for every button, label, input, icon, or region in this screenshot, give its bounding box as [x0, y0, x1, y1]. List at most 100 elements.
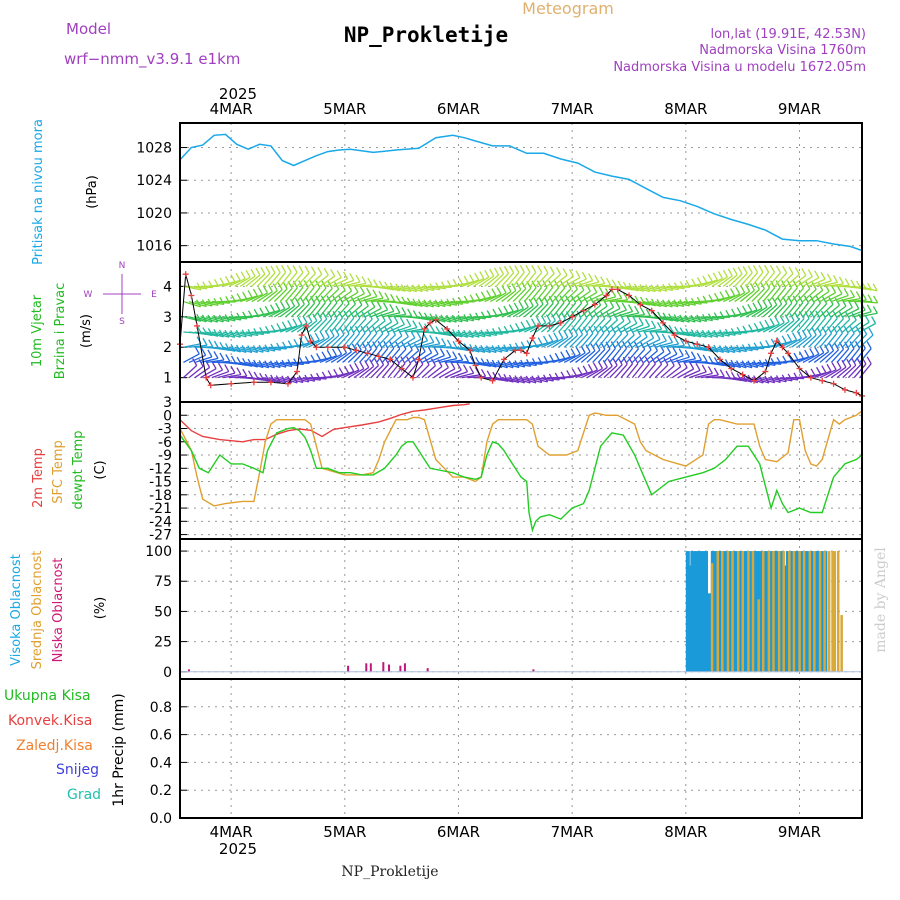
wind-barb-flag [868, 327, 874, 336]
wind-barb [512, 326, 531, 333]
compass-n: N [119, 261, 126, 271]
wind-barb-flag [764, 375, 770, 384]
wind-barb [507, 307, 524, 318]
wind-barb [683, 300, 702, 305]
wind-barb [376, 310, 395, 318]
wind-barb-flag [866, 304, 872, 313]
cloud-bar [744, 551, 749, 672]
wind-barb-flag [646, 342, 652, 351]
cloud-bar [721, 551, 724, 672]
wind-barb-flag [599, 325, 605, 334]
wind-barb [654, 285, 673, 292]
cloud-bar [690, 551, 695, 672]
wind-barb [353, 284, 372, 287]
wind-barb [620, 334, 635, 348]
wind-barb [456, 280, 474, 287]
wind-barb-flag [838, 311, 845, 320]
wind-barb-flag [781, 335, 787, 344]
wind-barb-flag [281, 321, 287, 330]
wind-barb [666, 300, 684, 308]
wind-barb [364, 332, 378, 348]
wind-barb [660, 285, 679, 291]
wind-barb [256, 291, 273, 303]
wind-barb-flag [230, 365, 236, 374]
wind-barb [694, 372, 713, 379]
wind-barb [307, 287, 321, 302]
wind-barb-flag [854, 301, 860, 310]
wind-barb-flag [862, 327, 868, 335]
wind-barb [501, 361, 520, 369]
wind-speed-point [432, 316, 439, 323]
wind-barb [671, 316, 690, 323]
wind-barb [478, 361, 497, 368]
wind-barb-flag [196, 299, 202, 308]
wind-speed-point [398, 365, 405, 372]
wind-barb-flag [498, 266, 505, 275]
wind-barb [404, 328, 423, 333]
y-tick-label: 75 [154, 574, 172, 590]
wind-barb [762, 304, 778, 318]
y-tick-label: 0.8 [150, 700, 172, 716]
wind-barb-flag [334, 281, 340, 290]
wind-barb-flag [801, 268, 807, 276]
wind-barb [353, 332, 366, 348]
wind-barb [336, 290, 352, 303]
wind-barb-flag [662, 323, 668, 332]
wind-barb-flag [312, 313, 318, 322]
wind-barb [347, 332, 361, 348]
wind-barb [830, 305, 847, 318]
wind-barb-flag [735, 286, 741, 295]
cloud-bar [532, 669, 535, 672]
y-tick-label: -9 [158, 448, 172, 464]
y-tick-label: -24 [149, 514, 172, 530]
wind-barb-flag [297, 317, 303, 325]
cloud-bar [777, 551, 781, 672]
wind-barb-flag [383, 302, 389, 311]
wind-barb-flag [707, 366, 713, 374]
wind-barb-flag [764, 319, 770, 328]
wind-barb [552, 356, 571, 364]
wind-barb-flag [570, 348, 576, 356]
wind-barb [762, 377, 781, 384]
wind-barb [222, 279, 241, 287]
cloud-bar [761, 551, 765, 672]
wind-speed-point [444, 325, 451, 332]
wind-speed-point [682, 338, 689, 345]
wind-barb-flag [752, 302, 758, 311]
wind-barb [791, 274, 807, 287]
wind-barb [302, 320, 318, 333]
wind-barb [194, 331, 213, 337]
wind-barb [512, 361, 531, 368]
wind-barb-flag [260, 266, 266, 275]
wind-barb [347, 317, 361, 333]
wind-barb [461, 331, 480, 338]
wind-barb [785, 287, 798, 302]
wind-speed-point [660, 319, 667, 326]
wind-barb [603, 319, 618, 333]
wind-speed-point [841, 386, 848, 393]
model-name: wrf−nmm_v3.9.1 e1km [64, 50, 240, 69]
wind-barb [671, 356, 690, 364]
cloud-bar [779, 551, 784, 672]
wind-barb [313, 287, 327, 302]
wind-barb [495, 377, 514, 383]
wind-barb-flag [513, 302, 519, 311]
wind-barb [268, 377, 287, 384]
wind-barb [728, 273, 743, 287]
wind-barb [620, 312, 639, 318]
wind-barb-flag [422, 333, 429, 342]
wind-barb-flag [645, 308, 651, 317]
wind-barb-flag [401, 307, 407, 315]
wind-barb [796, 288, 811, 303]
wind-barb-flag [343, 310, 349, 319]
wind-barb-flag [208, 339, 214, 348]
wind-barb [206, 359, 225, 364]
wind-barb-flag [264, 305, 270, 314]
wind-barb [376, 347, 389, 363]
wind-barb-flag [606, 277, 612, 286]
wind-barb [819, 369, 837, 379]
wind-barb-flag [314, 332, 320, 341]
wind-speed-point [512, 347, 519, 354]
wind-barb [848, 299, 867, 303]
wind-barb [847, 333, 861, 348]
